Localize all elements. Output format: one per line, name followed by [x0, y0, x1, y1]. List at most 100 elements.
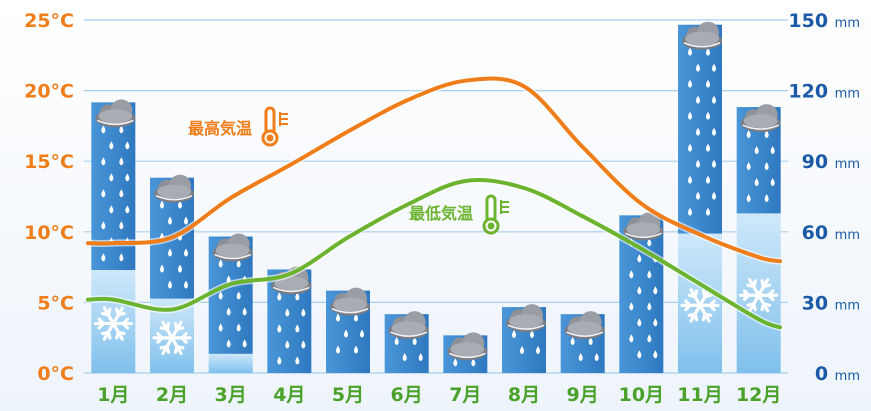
precipitation-bar — [560, 311, 605, 373]
raindrop — [764, 194, 769, 203]
max-temp-line — [86, 76, 782, 264]
month-label: 8月 — [508, 384, 540, 406]
raindrop — [236, 323, 241, 332]
raindrop — [242, 307, 247, 316]
raindrop — [418, 353, 423, 362]
rain-cloud-icon — [95, 99, 136, 128]
temp-tick-label: 15°C — [24, 151, 74, 173]
raindrop — [653, 318, 658, 327]
raindrop — [184, 216, 188, 225]
rain-cloud-icon — [623, 212, 664, 241]
temp-tick-label: 0°C — [37, 363, 74, 385]
raindrop — [696, 191, 700, 200]
precipitation-bar — [619, 212, 664, 373]
rain-segment — [678, 24, 722, 234]
month-label: 5月 — [332, 384, 364, 406]
month-label: 11月 — [677, 384, 722, 406]
raindrop — [570, 337, 575, 346]
temperature-lines — [84, 75, 784, 331]
raindrop — [354, 313, 358, 322]
raindrop — [647, 302, 652, 311]
raindrop — [394, 337, 399, 346]
precipitation-bar — [384, 311, 429, 373]
precipitation-bar — [502, 304, 546, 373]
raindrop — [520, 346, 524, 355]
month-label: 1月 — [97, 384, 129, 406]
raindrop — [647, 334, 652, 343]
rain-cloud-icon — [506, 304, 546, 333]
precip-tick-label: 150 mm — [788, 10, 860, 32]
raindrop — [226, 339, 231, 348]
raindrop — [637, 350, 642, 359]
raindrop — [412, 337, 417, 346]
raindrop — [754, 178, 759, 187]
temp-tick-label: 20°C — [24, 81, 74, 103]
month-label: 7月 — [449, 384, 481, 406]
precip-tick-label: 90 mm — [802, 151, 860, 173]
precipitation-bar — [736, 104, 781, 373]
raindrop — [688, 143, 692, 152]
raindrop — [109, 173, 114, 182]
precip-tick-label: 0 mm — [815, 363, 860, 385]
raindrop — [453, 358, 458, 367]
raindrop — [712, 159, 716, 168]
raindrop — [178, 200, 182, 209]
raindrop — [402, 353, 407, 362]
temp-tick-label: 25°C — [24, 10, 74, 32]
raindrop — [125, 141, 130, 150]
raindrop — [706, 175, 710, 184]
rain-cloud-icon — [447, 332, 488, 361]
snowflake-icon — [93, 306, 133, 341]
min-temp-label: 最低気温 — [409, 204, 473, 223]
raindrop — [653, 350, 658, 359]
raindrop — [160, 264, 164, 273]
raindrop — [647, 270, 652, 279]
raindrop — [706, 47, 710, 56]
raindrop — [226, 307, 231, 316]
precip-tick-label: 120 mm — [788, 81, 860, 103]
raindrop — [647, 238, 652, 247]
raindrop — [218, 259, 223, 268]
raindrop — [688, 111, 692, 120]
raindrop — [688, 79, 692, 88]
raindrop — [764, 130, 769, 139]
month-label: 3月 — [215, 384, 247, 406]
month-label: 6月 — [391, 384, 423, 406]
precipitation-bar — [678, 21, 722, 373]
raindrop — [101, 157, 106, 166]
raindrop — [119, 221, 124, 230]
rain-cloud-icon — [271, 266, 312, 295]
raindrop — [712, 127, 716, 136]
raindrop — [285, 340, 290, 349]
raindrop — [184, 248, 188, 257]
raindrop — [706, 111, 710, 120]
raindrop — [512, 330, 516, 339]
thermometer-icon — [261, 106, 288, 147]
raindrop — [746, 162, 751, 171]
raindrop — [712, 95, 716, 104]
rain-cloud-icon — [564, 311, 605, 340]
raindrop — [119, 253, 124, 262]
raindrop — [637, 318, 642, 327]
month-label: 12月 — [736, 384, 781, 406]
precipitation-bar — [150, 174, 194, 373]
raindrop — [125, 205, 130, 214]
raindrop — [688, 47, 692, 56]
raindrop — [336, 345, 340, 354]
precip-tick-label: 60 mm — [802, 222, 860, 244]
month-label: 9月 — [567, 384, 599, 406]
raindrop — [754, 146, 759, 155]
precip-tick-label: 30 mm — [802, 292, 860, 314]
snow-segment — [208, 353, 253, 373]
raindrop — [770, 146, 775, 155]
raindrop — [218, 323, 223, 332]
max-temp-label: 最高気温 — [188, 119, 252, 138]
axes: 0°C 5°C 10°C 15°C 20°C 25°C 0 mm 30 mm 60 mm 90 m… — [24, 10, 860, 406]
rain-cloud-icon — [682, 21, 722, 50]
raindrop — [696, 95, 700, 104]
thermometer-icon — [482, 194, 509, 235]
min-temp-line — [86, 178, 782, 330]
rain-cloud-icon — [154, 174, 194, 203]
raindrop — [712, 191, 716, 200]
